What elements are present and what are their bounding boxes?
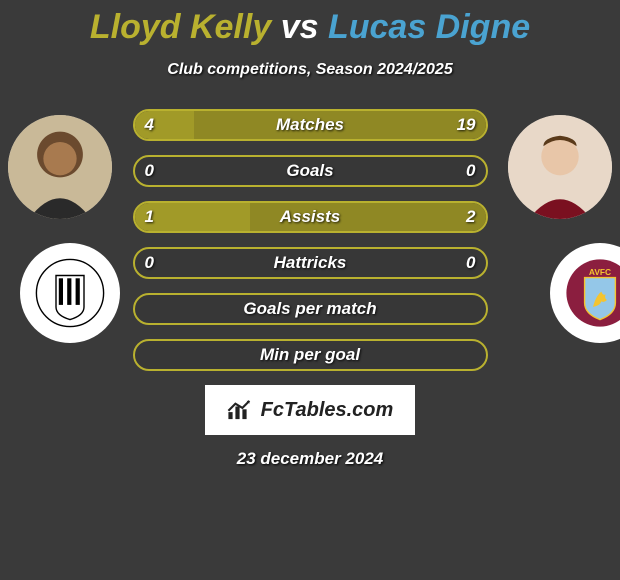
stat-bars: 4 19 Matches 0 0 Goals 1 2 Assists 0 0 Hattricks Goa… bbox=[133, 109, 488, 371]
stat-value-left: 0 bbox=[145, 161, 154, 181]
player2-name: Lucas Digne bbox=[328, 8, 530, 46]
stat-value-right: 19 bbox=[457, 115, 476, 135]
player1-club-crest bbox=[20, 243, 120, 343]
stat-bar-fill-left bbox=[135, 111, 195, 139]
page-title: Lloyd Kelly vs Lucas Digne bbox=[0, 0, 620, 47]
date-text: 23 december 2024 bbox=[0, 449, 620, 469]
player1-name: Lloyd Kelly bbox=[90, 8, 271, 46]
player2-club-crest: AVFC bbox=[550, 243, 620, 343]
fctables-icon bbox=[227, 399, 255, 421]
stat-value-left: 4 bbox=[145, 115, 154, 135]
stat-bar: 0 0 Goals bbox=[133, 155, 488, 187]
stat-value-right: 2 bbox=[466, 207, 475, 227]
player1-avatar bbox=[8, 115, 112, 219]
stat-value-left: 1 bbox=[145, 207, 154, 227]
fctables-badge: FcTables.com bbox=[205, 385, 415, 435]
stat-label: Goals per match bbox=[243, 299, 376, 319]
stat-bar: Goals per match bbox=[133, 293, 488, 325]
stat-bar: 4 19 Matches bbox=[133, 109, 488, 141]
stat-value-right: 0 bbox=[466, 253, 475, 273]
stat-label: Hattricks bbox=[274, 253, 347, 273]
fctables-text: FcTables.com bbox=[261, 399, 394, 422]
stat-value-left: 0 bbox=[145, 253, 154, 273]
stat-label: Assists bbox=[280, 207, 340, 227]
stat-bar: Min per goal bbox=[133, 339, 488, 371]
svg-text:AVFC: AVFC bbox=[589, 267, 611, 277]
stat-label: Min per goal bbox=[260, 345, 360, 365]
subtitle: Club competitions, Season 2024/2025 bbox=[0, 61, 620, 79]
comparison-panel: AVFC 4 19 Matches 0 0 Goals 1 2 Assists 0 0 Hattric… bbox=[0, 109, 620, 371]
stat-value-right: 0 bbox=[466, 161, 475, 181]
stat-bar: 0 0 Hattricks bbox=[133, 247, 488, 279]
stat-label: Goals bbox=[286, 161, 333, 181]
stat-bar: 1 2 Assists bbox=[133, 201, 488, 233]
stat-label: Matches bbox=[276, 115, 344, 135]
player2-avatar bbox=[508, 115, 612, 219]
vs-text: vs bbox=[281, 8, 319, 46]
